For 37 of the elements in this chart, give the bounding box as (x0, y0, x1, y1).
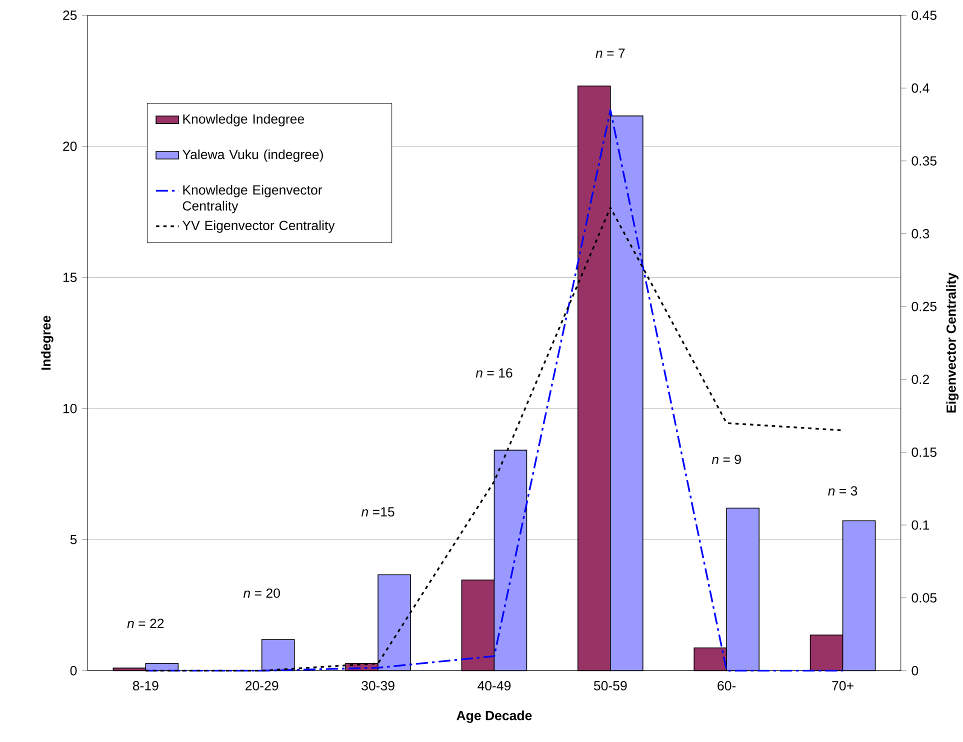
y-tick-label: 25 (63, 10, 77, 20)
y-axis-title: Indegree (40, 316, 54, 370)
y2-tick-label: 0.2 (912, 374, 930, 384)
legend-label: Knowledge Indegree (183, 114, 304, 126)
y2-tick-label: 0.45 (912, 10, 936, 20)
x-tick-label: 50-59 (594, 680, 627, 690)
y2-tick-label: 0.15 (912, 447, 936, 457)
y-tick-label: 10 (63, 404, 77, 414)
legend-label: Yalewa Vuku (indegree) (182, 149, 323, 162)
y2-tick-label: 0.1 (912, 520, 930, 530)
y2-tick-label: 0.4 (912, 83, 930, 93)
annotation: n = 20 (243, 588, 280, 598)
y2-tick-label: 0.25 (912, 302, 936, 312)
x-tick-label: 20-29 (246, 680, 278, 690)
y2-tick-label: 0.35 (912, 156, 936, 166)
annotation: n = 22 (127, 618, 164, 628)
annotation: n =15 (361, 507, 394, 516)
x-tick-label: 70+ (832, 680, 854, 690)
x-tick-label: 40-49 (478, 680, 511, 690)
x-axis-title: Age Decade (456, 710, 532, 723)
annotation: n = 9 (712, 454, 741, 464)
annotation: n = 3 (828, 486, 858, 496)
legend-label: Knowledge Eigenvector Centrality (182, 184, 322, 214)
y2-tick-label: 0 (912, 666, 918, 676)
x-tick-label: 30-39 (362, 680, 394, 690)
y2-tick-label: 0.05 (912, 593, 936, 602)
x-tick-label: 8-19 (132, 680, 158, 690)
legend-label: YV Eigenvector Centrality (182, 220, 335, 233)
annotation: n = 7 (596, 48, 625, 58)
y2-tick-label: 0.3 (912, 228, 930, 238)
y2-axis-title: Eigenvector Centrality (946, 272, 959, 412)
y-tick-label: 20 (63, 141, 77, 151)
y-tick-label: 0 (70, 666, 77, 676)
annotation: n = 16 (476, 368, 512, 378)
x-tick-label: 60- (718, 680, 736, 690)
y-tick-label: 15 (63, 272, 77, 282)
y-tick-label: 5 (70, 534, 77, 544)
